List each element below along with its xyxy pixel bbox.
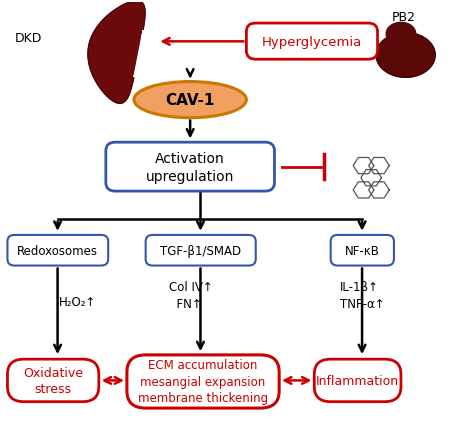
Text: ECM accumulation
mesangial expansion
membrane thickening: ECM accumulation mesangial expansion mem… [138,359,268,405]
Polygon shape [88,2,145,104]
FancyBboxPatch shape [127,355,279,408]
FancyBboxPatch shape [246,24,377,60]
Text: Redoxosomes: Redoxosomes [18,244,98,257]
Text: Oxidative
stress: Oxidative stress [23,366,83,395]
FancyBboxPatch shape [314,359,401,402]
Polygon shape [386,23,416,46]
FancyBboxPatch shape [146,235,256,266]
Ellipse shape [134,83,246,118]
Text: Col IV↑
  FN↑: Col IV↑ FN↑ [169,281,213,310]
Text: DKD: DKD [15,32,43,45]
Text: IL-1β↑
TNF-α↑: IL-1β↑ TNF-α↑ [340,281,385,310]
Text: CAV-1: CAV-1 [165,93,215,108]
Text: Activation
upregulation: Activation upregulation [146,151,234,183]
Text: TGF-β1/SMAD: TGF-β1/SMAD [160,244,241,257]
FancyBboxPatch shape [8,235,108,266]
Polygon shape [134,31,143,78]
Text: Hyperglycemia: Hyperglycemia [262,36,362,49]
Text: H₂O₂↑: H₂O₂↑ [59,295,96,308]
FancyBboxPatch shape [106,143,274,192]
FancyBboxPatch shape [331,235,394,266]
FancyBboxPatch shape [8,359,99,402]
Text: Inflammation: Inflammation [316,374,399,387]
Text: NF-κB: NF-κB [345,244,380,257]
Text: PB2: PB2 [392,11,415,24]
Polygon shape [376,34,435,78]
